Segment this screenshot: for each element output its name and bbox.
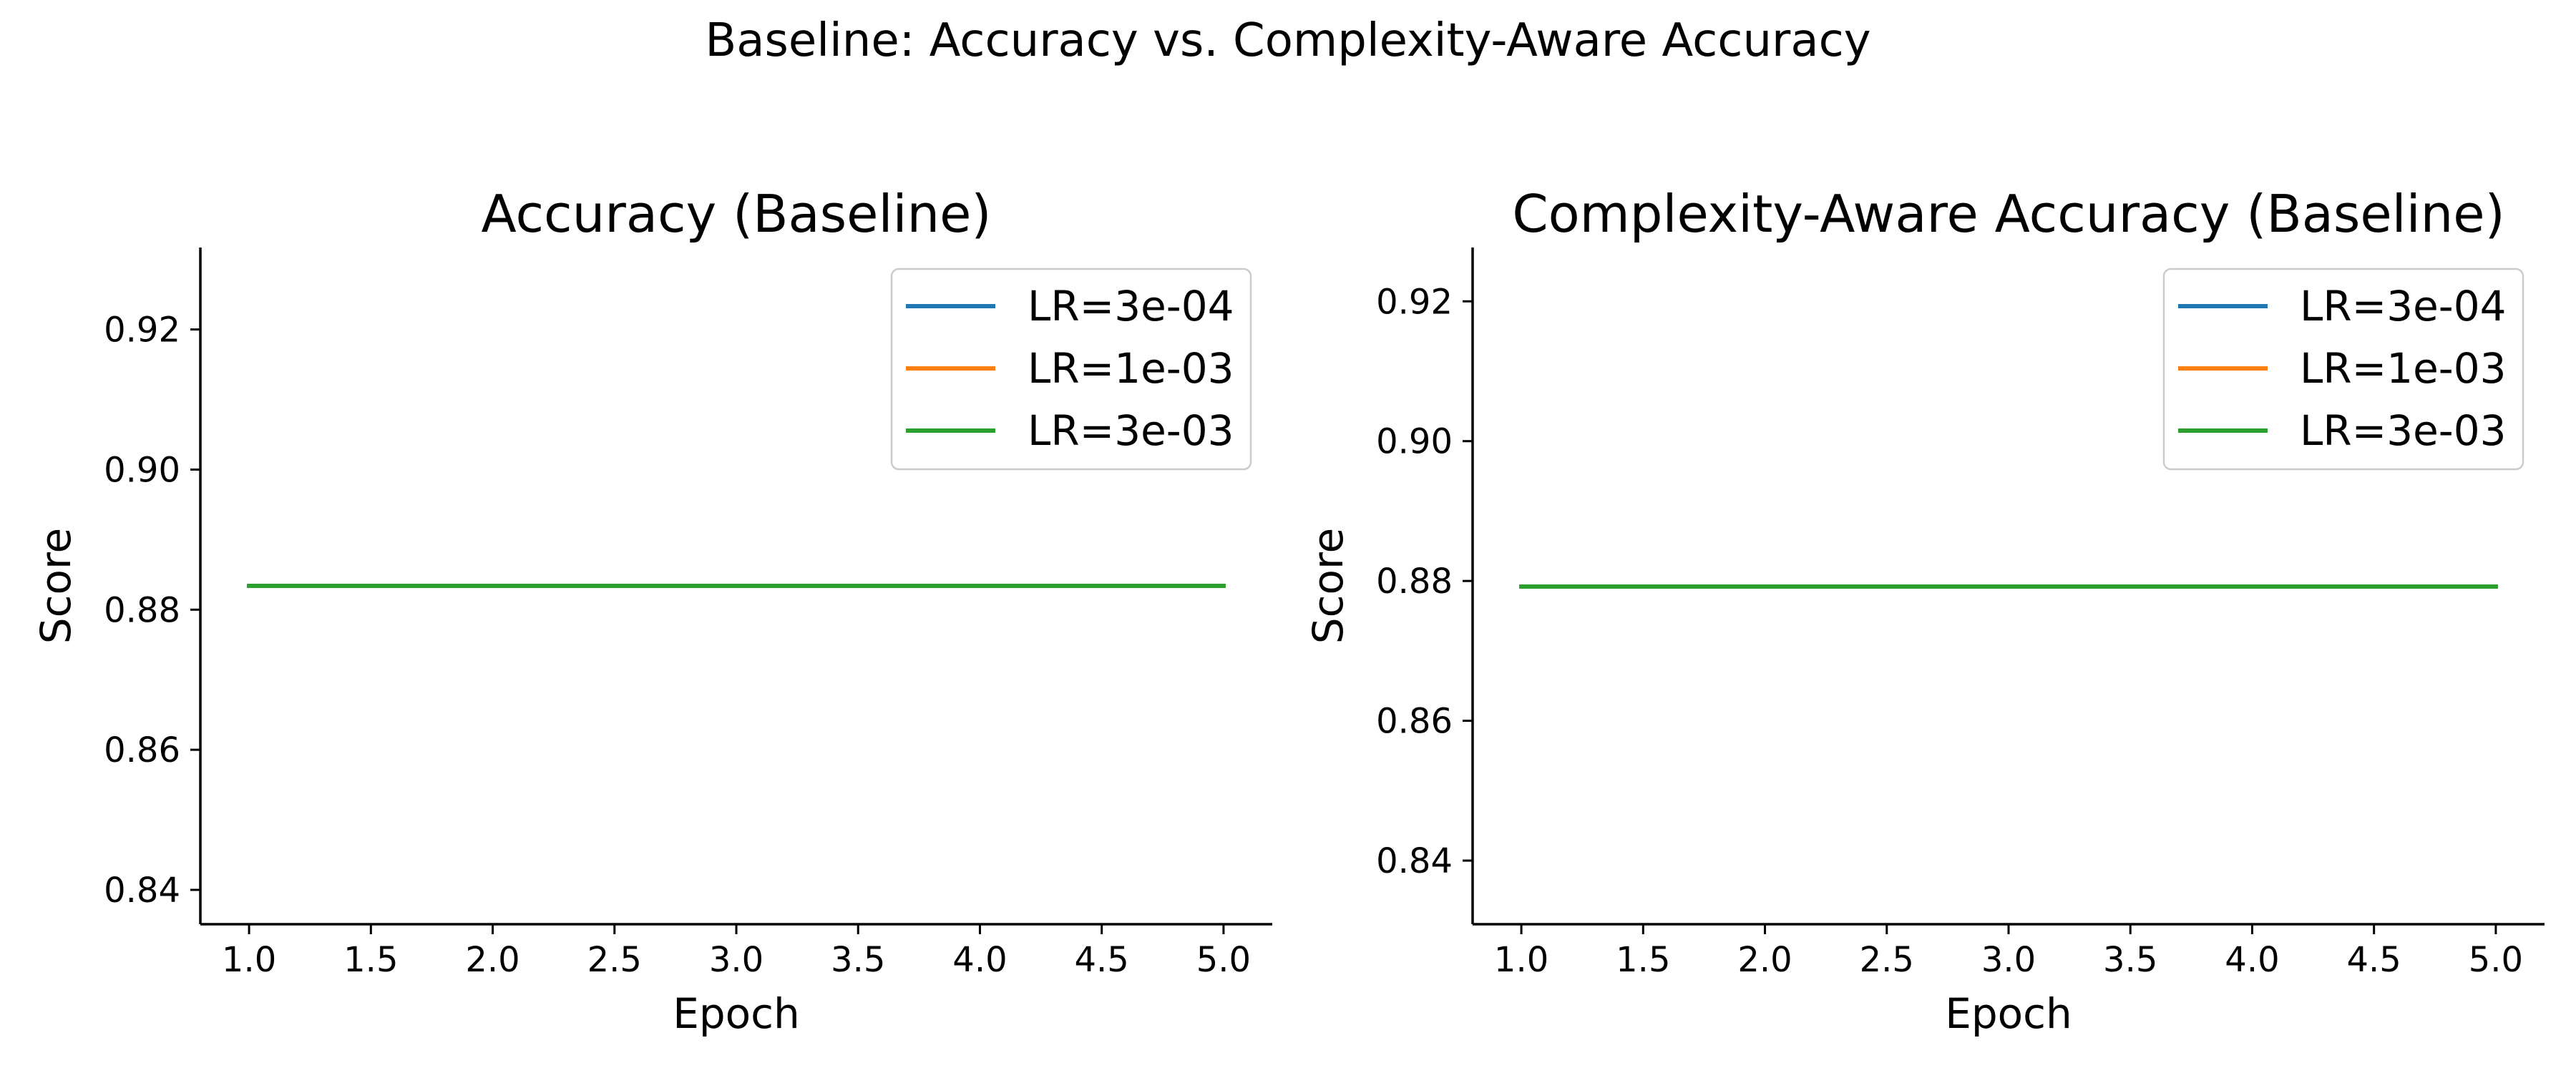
y-axis-label: Score: [1304, 528, 1352, 644]
y-tick-label: 0.92: [1376, 282, 1453, 322]
x-tick-label: 1.0: [222, 940, 276, 980]
legend: LR=3e-04 LR=1e-03 LR=3e-03: [890, 268, 1252, 471]
legend: LR=3e-04 LR=1e-03 LR=3e-03: [2162, 268, 2524, 471]
axes-title: Complexity-Aware Accuracy (Baseline): [1512, 184, 2504, 244]
axes-title: Accuracy (Baseline): [481, 184, 991, 244]
x-tick-label: 5.0: [2469, 940, 2523, 980]
x-tick-label: 2.0: [465, 940, 519, 980]
legend-label: LR=3e-03: [2300, 406, 2507, 455]
legend-label: LR=3e-04: [2300, 282, 2507, 330]
x-tick-label: 2.0: [1737, 940, 1792, 980]
y-tick-label: 0.86: [1376, 702, 1453, 742]
x-axis-label: Epoch: [1945, 989, 2072, 1038]
legend-label: LR=1e-03: [1028, 344, 1234, 393]
figure-suptitle: Baseline: Accuracy vs. Complexity-Aware …: [705, 14, 1870, 67]
legend-label: LR=3e-04: [1028, 282, 1234, 330]
y-tick-label: 0.88: [1376, 562, 1453, 602]
x-tick-label: 4.0: [952, 940, 1007, 980]
y-tick-label: 0.92: [104, 310, 180, 351]
x-tick-label: 2.5: [587, 940, 642, 980]
complexity-aware-accuracy-axes: Complexity-Aware Accuracy (Baseline) 1.0 1…: [1304, 184, 2545, 1038]
x-tick-label: 4.5: [1075, 940, 1129, 980]
x-tick-label: 1.5: [1616, 940, 1670, 980]
x-tick-label: 5.0: [1196, 940, 1251, 980]
y-axis-label: Score: [31, 528, 80, 644]
x-tick-label: 1.5: [343, 940, 398, 980]
x-tick-label: 4.5: [2347, 940, 2401, 980]
x-tick-label: 3.5: [2103, 940, 2157, 980]
accuracy-axes: Accuracy (Baseline) 1.0 1.5 2.0 2.5 3.0 3.5 4.0…: [31, 184, 1272, 1038]
legend-frame: [890, 268, 1252, 471]
x-tick-label: 3.0: [709, 940, 763, 980]
y-tick-label: 0.84: [1376, 841, 1453, 881]
x-tick-label: 3.5: [831, 940, 885, 980]
legend-label: LR=1e-03: [2300, 344, 2507, 393]
legend-frame: [2162, 268, 2524, 471]
y-tick-label: 0.88: [104, 590, 180, 630]
legend-label: LR=3e-03: [1028, 406, 1234, 455]
x-tick-label: 1.0: [1494, 940, 1548, 980]
y-tick-label: 0.86: [104, 730, 180, 770]
y-tick-label: 0.90: [1376, 422, 1453, 462]
y-tick-label: 0.84: [104, 871, 180, 911]
x-axis-label: Epoch: [673, 989, 800, 1038]
x-tick-label: 3.0: [1981, 940, 2036, 980]
y-tick-label: 0.90: [104, 450, 180, 490]
x-tick-label: 4.0: [2225, 940, 2279, 980]
x-tick-label: 2.5: [1860, 940, 1914, 980]
